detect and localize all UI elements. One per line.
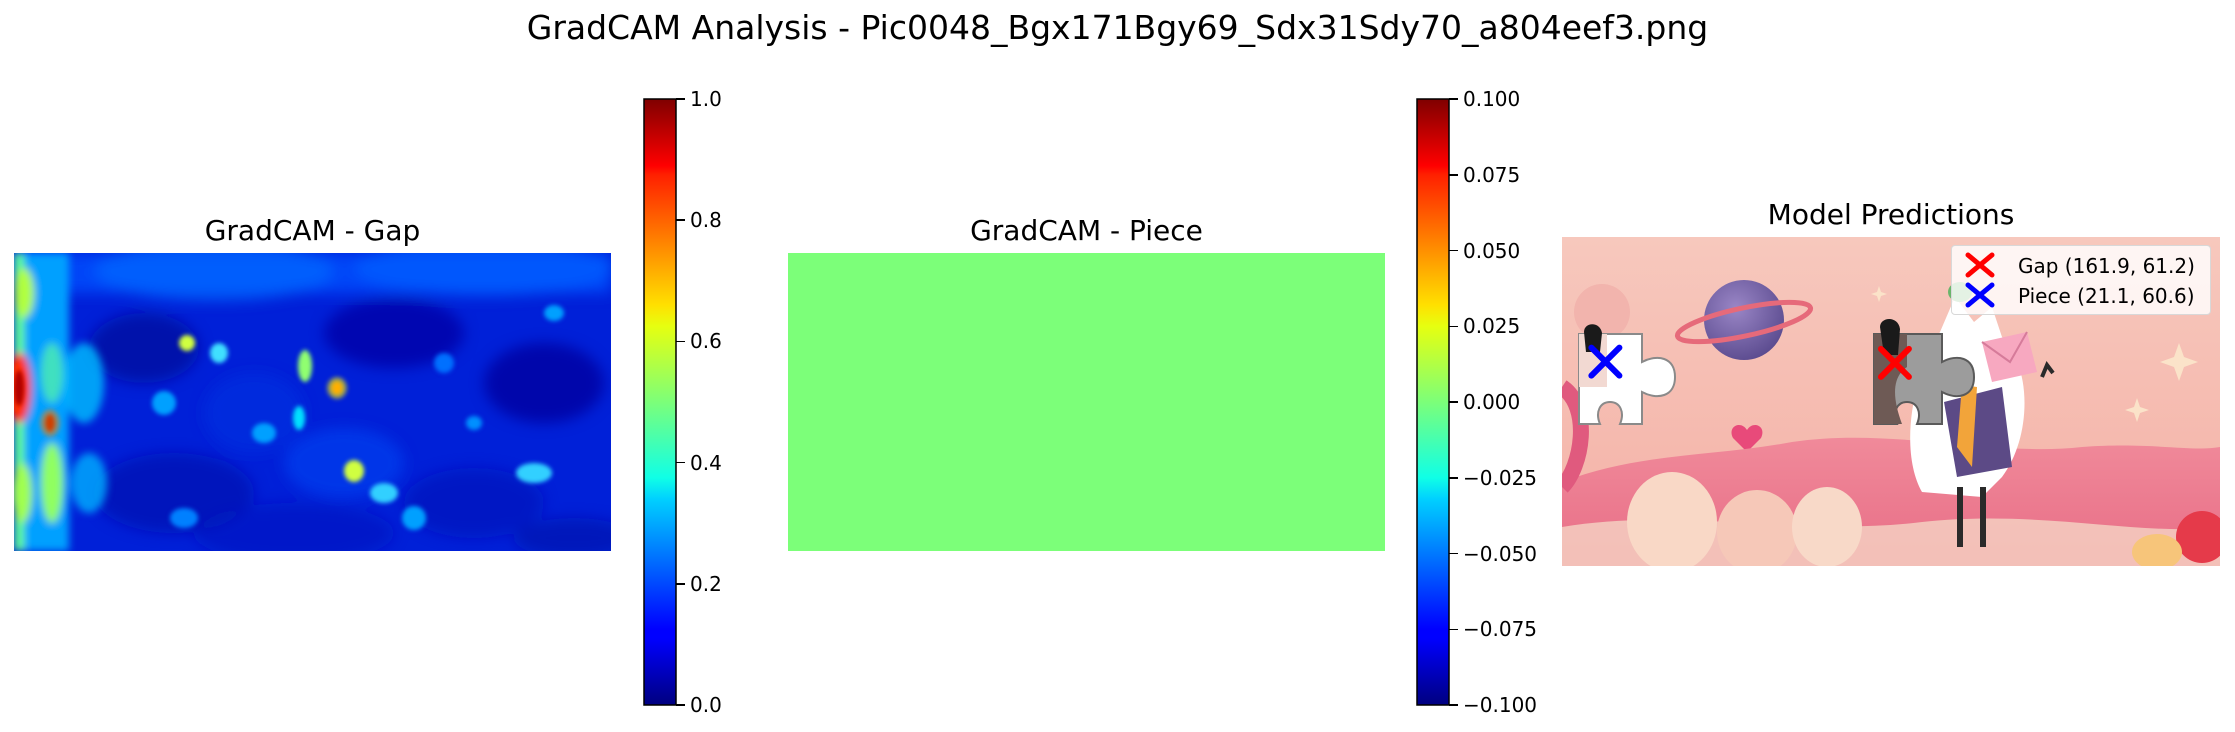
- colorbar-tick-label: 0.8: [690, 208, 722, 233]
- predictions-title: Model Predictions: [1767, 198, 2015, 231]
- gap-heatmap-hotspots: [14, 305, 564, 530]
- gap-heatmap-background: [14, 253, 611, 551]
- tree-icon: [1717, 490, 1797, 566]
- colorbar-tick-mark: [1449, 477, 1458, 479]
- colorbar-tick-mark: [676, 583, 685, 585]
- colorbar-tick-mark: [676, 98, 685, 100]
- colorbar-tick-label: −0.050: [1463, 541, 1538, 566]
- figure-title: GradCAM Analysis - Pic0048_Bgx171Bgy69_S…: [526, 8, 1709, 47]
- colorbar-tick-mark: [1449, 249, 1458, 252]
- sparkle-icon: [1871, 286, 1887, 302]
- legend-piece-x-icon: [1965, 282, 1995, 308]
- colorbar-tick-label: −0.100: [1463, 693, 1538, 717]
- piece-marker: [1588, 344, 1623, 379]
- tree-icon: [1792, 487, 1862, 566]
- legend-gap-label: Gap (161.9, 61.2): [2018, 254, 2195, 278]
- gap-heatmap: [14, 253, 611, 551]
- colorbar-tick-label: 1.0: [690, 87, 722, 111]
- heart-icon: [1731, 424, 1763, 452]
- colorbar-tick-label: −0.075: [1463, 617, 1538, 642]
- colorbar-tick-label: 0.000: [1463, 390, 1521, 414]
- legend-piece-label: Piece (21.1, 60.6): [2018, 284, 2195, 308]
- colorbar-tick-mark: [1449, 174, 1458, 176]
- colorbar-tick-mark: [676, 461, 685, 464]
- colorbar-tick-mark: [1449, 325, 1458, 327]
- colorbar-tick-label: −0.025: [1463, 465, 1538, 490]
- colorbar-tick-label: 0.025: [1463, 314, 1521, 339]
- sparkle-icon: [2125, 398, 2149, 422]
- piece-heatmap-title: GradCAM - Piece: [970, 214, 1203, 247]
- colorbar-tick-label: 0.2: [690, 571, 722, 596]
- predictions-legend: Gap (161.9, 61.2) Piece (21.1, 60.6): [1951, 245, 2211, 315]
- colorbar-tick-mark: [1449, 98, 1458, 100]
- colorbar-tick-mark: [676, 704, 685, 706]
- gap-heatmap-title: GradCAM - Gap: [204, 214, 421, 247]
- piece-colorbar: [1416, 98, 1450, 706]
- colorbar-tick-mark: [676, 219, 685, 221]
- colorbar-tick-mark: [1449, 628, 1458, 630]
- sparkle-icon: [2160, 343, 2198, 381]
- flower-icon: [2176, 511, 2220, 563]
- bg-circle: [1574, 284, 1630, 340]
- colorbar-tick-label: 0.4: [690, 450, 722, 475]
- gap-marker: [1877, 345, 1912, 380]
- legend-gap-x-icon: [1965, 252, 1995, 278]
- planet-icon: [1674, 280, 1814, 360]
- tree-icon: [1627, 472, 1717, 566]
- gap-colorbar: [643, 98, 677, 706]
- colorbar-tick-label: 0.0: [690, 693, 722, 717]
- piece-heatmap: [788, 253, 1385, 551]
- colorbar-tick-mark: [676, 340, 685, 343]
- colorbar-tick-mark: [1449, 401, 1458, 403]
- colorbar-tick-mark: [1449, 552, 1458, 555]
- colorbar-tick-label: 0.100: [1463, 87, 1521, 111]
- colorbar-tick-mark: [1449, 704, 1458, 706]
- colorbar-tick-label: 0.050: [1463, 238, 1521, 263]
- colorbar-tick-label: 0.075: [1463, 162, 1521, 187]
- colorbar-tick-label: 0.6: [690, 329, 722, 354]
